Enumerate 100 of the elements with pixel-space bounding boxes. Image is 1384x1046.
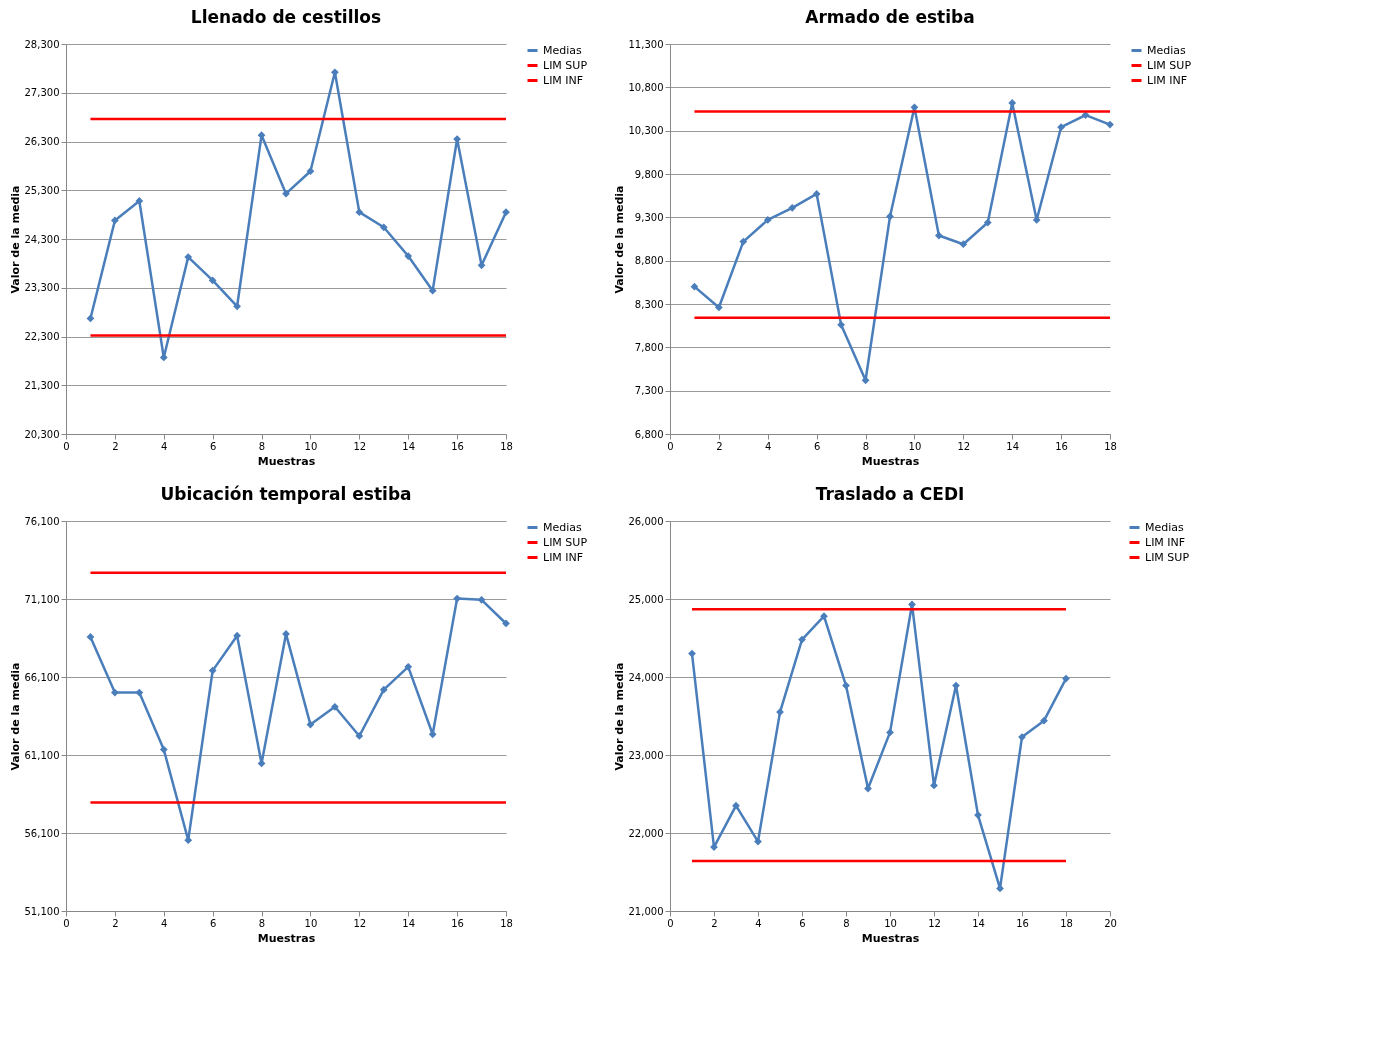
y-axis-title: Valor de la media [612, 185, 626, 294]
legend-label: LIM SUP [543, 535, 588, 549]
y-tick-label: 8,800 [634, 255, 664, 267]
point [306, 167, 315, 176]
y-tick-label: 76,100 [24, 515, 60, 527]
y-tick-label: 7,800 [634, 341, 664, 353]
y-tick-label: 56,100 [24, 827, 60, 839]
x-tick-label: 8 [862, 440, 870, 452]
legend-label: LIM INF [1147, 73, 1188, 87]
legend-label: Medias [1147, 43, 1187, 57]
point [1106, 120, 1114, 129]
x-tick-label: 2 [112, 440, 119, 452]
x-tick-label: 10 [908, 440, 922, 452]
x-tick-label: 14 [402, 917, 416, 929]
y-tick-label: 7,300 [634, 385, 664, 397]
point [732, 801, 740, 810]
legend-label: Medias [543, 520, 583, 534]
point [111, 688, 119, 697]
point [739, 237, 748, 246]
y-tick-label: 28,300 [24, 38, 60, 50]
x-tick-label: 18 [1104, 440, 1117, 452]
point [379, 685, 388, 694]
point [788, 203, 797, 212]
point [355, 208, 364, 217]
y-tick-label: 9,300 [634, 211, 664, 223]
legend-label: LIM SUP [1147, 58, 1192, 72]
x-axis-title: Muestras [861, 454, 920, 468]
point [1040, 716, 1048, 725]
point [688, 649, 696, 658]
point [331, 702, 339, 711]
point [1057, 123, 1065, 132]
chart-title: Traslado a CEDI [815, 484, 965, 504]
y-tick-label: 23,000 [628, 749, 664, 761]
y-tick-label: 61,100 [24, 749, 60, 761]
point [404, 252, 413, 260]
y-tick-label: 11,300 [628, 38, 664, 50]
x-tick-label: 12 [353, 440, 367, 452]
point [886, 212, 894, 221]
point [208, 276, 217, 285]
point [282, 189, 290, 198]
y-tick-label: 10,300 [628, 125, 664, 137]
y-tick-label: 23,300 [24, 282, 60, 294]
x-axis-title: Muestras [257, 931, 316, 945]
x-tick-label: 8 [258, 917, 266, 929]
point [159, 745, 168, 754]
x-tick-label: 20 [1104, 917, 1117, 929]
x-tick-label: 12 [957, 440, 971, 452]
x-tick-label: 2 [716, 440, 723, 452]
legend-label: LIM INF [1145, 535, 1186, 549]
x-tick-label: 14 [972, 917, 985, 929]
point [842, 681, 850, 690]
point [233, 302, 241, 311]
x-tick-label: 16 [1055, 440, 1068, 452]
point [184, 836, 193, 845]
point [208, 666, 217, 675]
y-tick-label: 71,100 [24, 593, 60, 605]
x-tick-label: 12 [928, 917, 941, 929]
point [837, 320, 845, 329]
y-tick-label: 9,800 [634, 168, 664, 180]
legend-label: LIM SUP [543, 58, 588, 72]
point [453, 594, 461, 603]
x-tick-label: 18 [500, 917, 513, 929]
y-tick-label: 26,000 [628, 515, 664, 527]
point [959, 240, 968, 249]
point [233, 631, 241, 640]
x-tick-label: 6 [813, 440, 821, 452]
x-tick-label: 10 [304, 917, 318, 929]
point [111, 216, 119, 225]
x-tick-label: 16 [451, 917, 464, 929]
point [996, 884, 1004, 893]
point [798, 635, 806, 644]
point [1062, 674, 1070, 683]
point [1008, 99, 1017, 107]
y-tick-label: 51,100 [24, 905, 60, 917]
x-tick-label: 0 [63, 440, 70, 452]
x-tick-label: 2 [112, 917, 119, 929]
y-axis-title: Valor de la media [8, 185, 22, 294]
point [379, 223, 388, 232]
x-axis-title: Muestras [861, 931, 920, 945]
y-tick-label: 25,300 [24, 184, 60, 196]
y-tick-label: 6,800 [634, 428, 664, 440]
point [135, 197, 144, 205]
point [502, 619, 510, 628]
y-tick-label: 22,000 [628, 827, 664, 839]
point [86, 633, 95, 641]
x-tick-label: 8 [843, 917, 850, 929]
point [355, 732, 364, 740]
x-tick-label: 18 [1060, 917, 1073, 929]
x-tick-label: 14 [1006, 440, 1020, 452]
y-tick-label: 27,300 [24, 87, 60, 99]
legend-label: LIM INF [543, 73, 584, 87]
y-tick-label: 22,300 [24, 331, 60, 342]
x-axis-title: Muestras [257, 454, 316, 468]
point [930, 781, 938, 790]
point [477, 595, 486, 604]
x-tick-label: 4 [765, 440, 772, 452]
y-tick-label: 25,000 [628, 593, 664, 605]
legend-label: LIM SUP [1145, 550, 1190, 564]
point [184, 253, 193, 261]
point [763, 216, 772, 224]
